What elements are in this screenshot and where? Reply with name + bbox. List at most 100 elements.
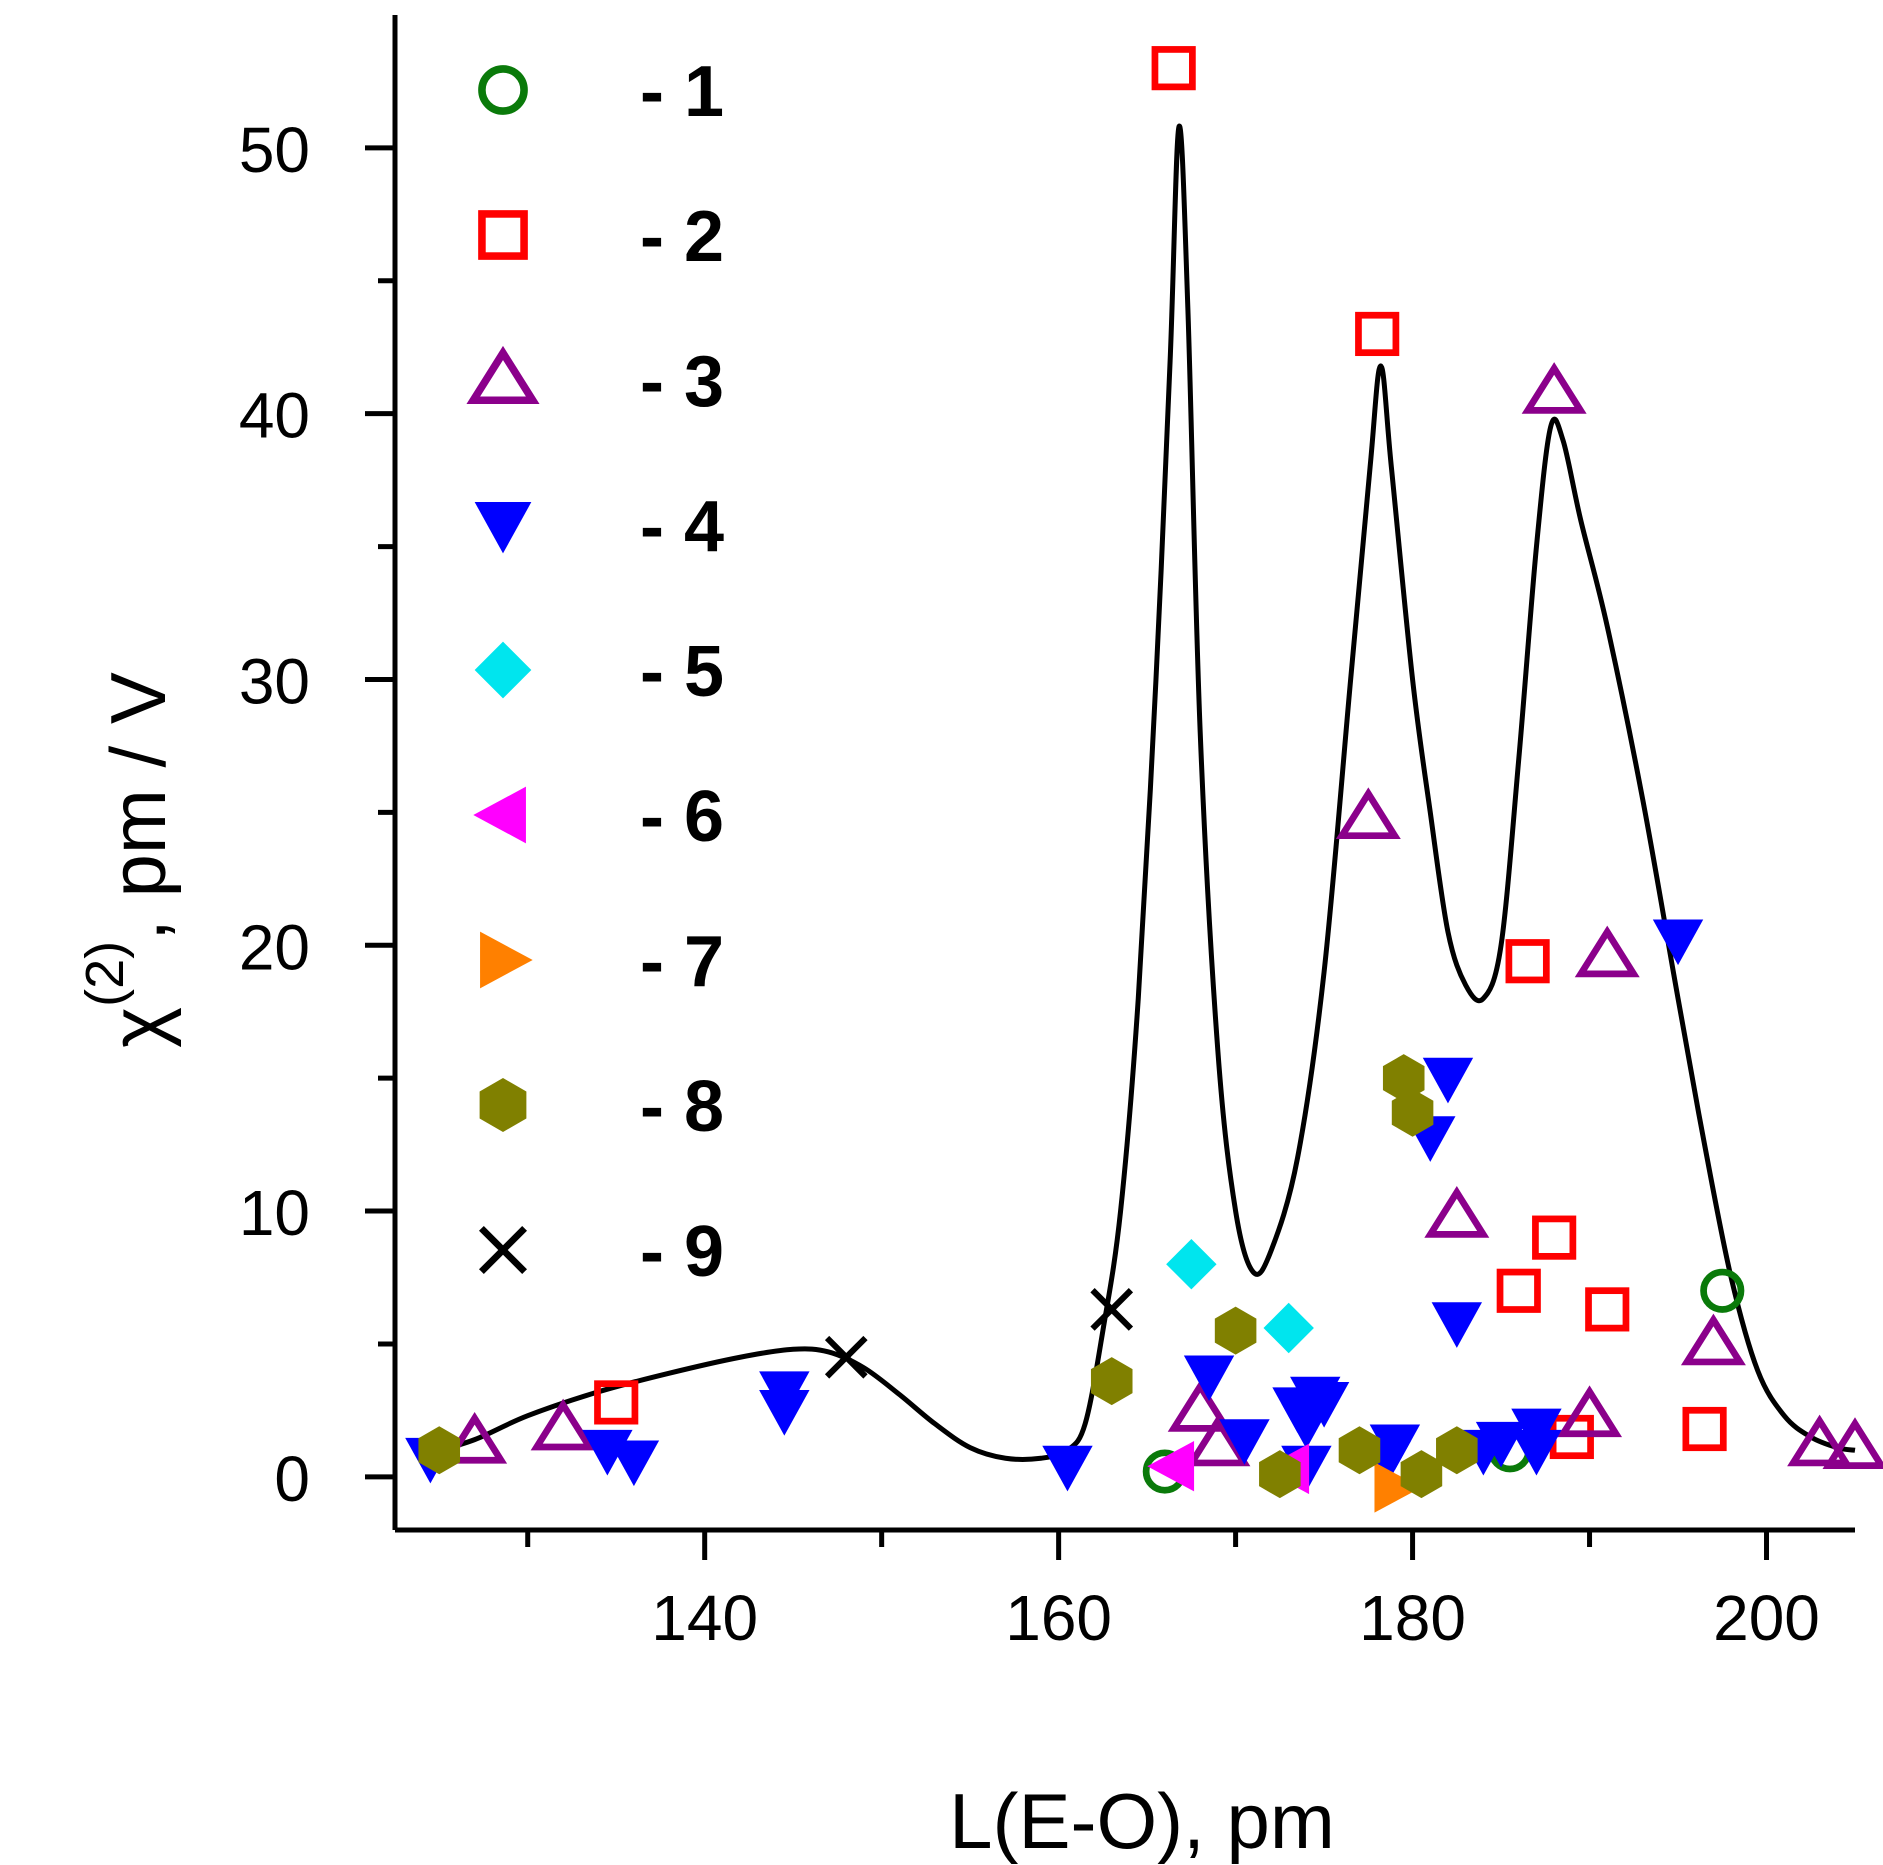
data-point-series-4: [1511, 1429, 1562, 1476]
x-marker-stroke: [478, 1225, 528, 1275]
legend-item-2: - 2: [478, 197, 724, 277]
axes: 140 160 180 200 0 10 20 30 40 50: [239, 15, 1855, 1654]
x-marker-stroke: [1090, 1288, 1134, 1331]
y-axis-superscript: (2): [75, 941, 135, 1007]
data-point-series-2: [1532, 1215, 1577, 1260]
data-point-series-2: [1505, 939, 1550, 984]
legend-marker-8: [479, 1078, 527, 1132]
x-axis-title: L(E-O), pm: [949, 1777, 1335, 1865]
legend-label-8: - 8: [640, 1067, 724, 1147]
legend-label-1: - 1: [640, 52, 724, 132]
fit-curve: [429, 123, 1856, 1462]
legend-marker-7: [480, 931, 533, 989]
data-point-series-9: [1090, 1288, 1134, 1331]
y-axis-title: χ(2), pm / V: [75, 672, 182, 1048]
y-tick-label: 40: [239, 380, 310, 452]
x-tick-label: 140: [651, 1582, 758, 1654]
data-point-series-4: [1422, 1057, 1474, 1104]
data-point-series-3: [1167, 1380, 1233, 1432]
x-tick-label: 160: [1005, 1582, 1112, 1654]
series-9: [824, 1288, 1134, 1379]
data-point-series-4: [608, 1440, 660, 1487]
data-point-series-4: [1219, 1419, 1270, 1465]
legend-item-5: - 5: [474, 632, 724, 712]
data-point-series-8: [1391, 1088, 1434, 1137]
series-5: [1166, 1239, 1314, 1354]
y-tick-label: 10: [239, 1177, 310, 1249]
data-point-series-8: [418, 1426, 461, 1475]
data-points-layer: [405, 46, 1883, 1513]
legend-item-8: - 8: [479, 1067, 724, 1147]
data-point-series-3: [1787, 1414, 1853, 1467]
legend-item-9: - 9: [478, 1212, 724, 1292]
legend-label-6: - 6: [640, 777, 724, 857]
y-axis-units: , pm / V: [94, 672, 182, 941]
data-point-series-2: [1585, 1287, 1630, 1332]
data-point-series-3: [1680, 1313, 1746, 1366]
legend-label-4: - 4: [640, 487, 724, 567]
data-point-series-2: [1682, 1406, 1727, 1452]
y-tick-label: 30: [239, 645, 310, 717]
data-point-series-3: [1424, 1186, 1490, 1238]
legend-item-4: - 4: [474, 487, 724, 567]
series-2: [594, 46, 1727, 1460]
legend: - 1 - 2 - 3 - 4 - 5 - 6 - 7 - 8 - 9: [466, 52, 724, 1292]
data-point-series-1: [1700, 1268, 1745, 1313]
data-point-series-4: [1652, 919, 1704, 966]
data-point-series-5: [1263, 1302, 1314, 1354]
data-point-series-2: [1496, 1268, 1541, 1313]
data-point-series-3: [530, 1398, 596, 1451]
data-point-series-2: [1151, 46, 1196, 91]
data-point-series-3: [1521, 362, 1587, 414]
legend-item-7: - 7: [480, 922, 724, 1002]
series-7: [1374, 1462, 1422, 1513]
legend-marker-5: [474, 641, 532, 699]
legend-item-6: - 6: [473, 777, 724, 857]
data-point-series-3: [442, 1411, 508, 1464]
data-point-series-5: [1166, 1239, 1217, 1290]
data-point-series-8: [1436, 1426, 1478, 1475]
data-point-series-2: [594, 1380, 639, 1425]
data-point-series-4: [1183, 1355, 1235, 1402]
legend-marker-9: [478, 1225, 528, 1275]
data-point-series-7: [1374, 1462, 1422, 1513]
data-point-series-8: [1400, 1450, 1443, 1499]
data-point-series-8: [1214, 1306, 1257, 1355]
legend-marker-1: [478, 65, 528, 115]
legend-marker-6: [473, 786, 526, 844]
legend-item-1: - 1: [478, 52, 724, 132]
y-tick-label: 20: [239, 911, 310, 983]
x-marker-stroke: [824, 1335, 868, 1379]
data-point-series-8: [1259, 1450, 1301, 1499]
data-point-series-4: [1042, 1445, 1093, 1492]
data-point-series-8: [1338, 1426, 1381, 1475]
data-point-series-9: [824, 1335, 868, 1379]
fit-curve-layer: [429, 123, 1856, 1462]
data-point-series-8: [1090, 1357, 1133, 1406]
data-point-series-3: [1574, 925, 1640, 978]
legend-label-7: - 7: [640, 922, 724, 1002]
legend-item-3: - 3: [466, 342, 724, 422]
data-point-series-4: [1431, 1302, 1483, 1348]
legend-label-2: - 2: [640, 197, 724, 277]
legend-label-9: - 9: [640, 1212, 724, 1292]
x-tick-label: 180: [1359, 1582, 1466, 1654]
legend-marker-3: [466, 345, 540, 405]
data-point-series-4: [1369, 1424, 1421, 1471]
data-point-series-6: [1147, 1441, 1195, 1492]
data-point-series-3: [1822, 1417, 1883, 1469]
y-tick-label: 50: [239, 114, 310, 186]
legend-label-3: - 3: [640, 342, 724, 422]
data-point-series-2: [1355, 311, 1400, 357]
legend-marker-2: [478, 210, 528, 260]
data-point-series-4: [1298, 1382, 1350, 1428]
x-tick-label: 200: [1713, 1582, 1820, 1654]
data-point-series-3: [1185, 1414, 1251, 1467]
series-3: [442, 362, 1883, 1469]
data-point-series-4: [759, 1371, 810, 1417]
data-point-series-3: [1335, 787, 1401, 840]
legend-marker-4: [474, 502, 532, 554]
y-tick-label: 0: [274, 1443, 310, 1515]
y-axis-symbol: χ: [94, 1007, 182, 1048]
